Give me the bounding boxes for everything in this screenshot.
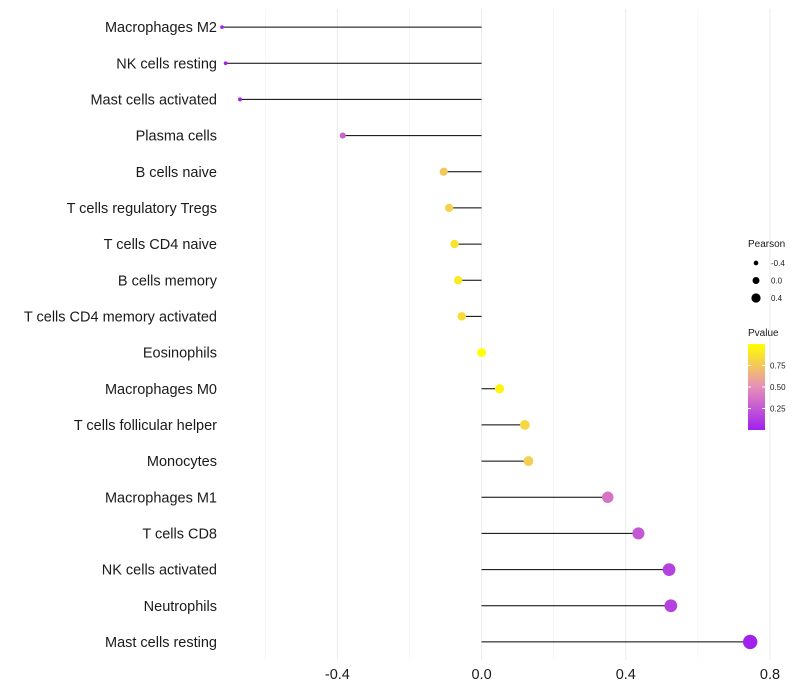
- x-tick-label: 0.4: [616, 667, 636, 683]
- lollipop-point: [453, 276, 463, 285]
- lollipop-point: [477, 348, 487, 358]
- lollipop-point: [742, 634, 758, 650]
- category-label: Macrophages M0: [105, 382, 217, 398]
- lollipop-point: [519, 420, 530, 430]
- category-label: Neutrophils: [144, 599, 217, 615]
- legend-size-title: Pearson: [748, 239, 785, 250]
- category-label: Macrophages M1: [105, 490, 217, 506]
- category-label: Plasma cells: [136, 129, 217, 145]
- x-tick-label: 0.8: [760, 667, 780, 683]
- category-label: Mast cells activated: [90, 92, 217, 108]
- category-label: Macrophages M2: [105, 20, 217, 36]
- category-label: Monocytes: [147, 454, 217, 470]
- category-label: NK cells resting: [116, 56, 217, 72]
- lollipop-point: [632, 527, 645, 540]
- legend-size-label: 0.4: [771, 294, 783, 303]
- legend-size-label: 0.0: [771, 277, 783, 286]
- x-tick-label: -0.4: [325, 667, 350, 683]
- legend-color-label: 0.75: [770, 362, 786, 371]
- category-label: Eosinophils: [143, 346, 217, 362]
- legend-size-key: [753, 260, 759, 266]
- lollipop-point: [457, 312, 467, 321]
- lollipop-point: [445, 203, 454, 213]
- lollipop-point: [602, 491, 614, 503]
- legend-color-label: 0.25: [770, 405, 786, 414]
- category-label: T cells regulatory Tregs: [67, 201, 217, 217]
- lollipop-point: [664, 599, 678, 613]
- lollipop-point: [450, 239, 459, 249]
- lollipop-point: [238, 97, 243, 102]
- legend-size-key: [751, 293, 761, 303]
- category-label: T cells CD4 memory activated: [24, 309, 217, 325]
- category-label: NK cells activated: [102, 563, 217, 579]
- category-label: T cells CD4 naive: [104, 237, 217, 253]
- legend-size-key: [752, 277, 760, 284]
- lollipop-point: [223, 61, 228, 66]
- lollipop-point: [494, 384, 505, 394]
- legend-color-title: Pvalue: [748, 328, 779, 339]
- lollipop-point: [662, 563, 676, 576]
- legend-colorbar: [748, 344, 765, 430]
- lollipop-point: [523, 456, 534, 467]
- lollipop-point: [339, 132, 346, 139]
- category-label: B cells memory: [118, 273, 218, 289]
- lollipop-point: [439, 167, 448, 176]
- category-label: B cells naive: [136, 165, 217, 181]
- legend-size-label: -0.4: [771, 259, 785, 268]
- lollipop-point: [220, 25, 224, 29]
- category-label: Mast cells resting: [105, 635, 217, 651]
- category-label: T cells CD8: [142, 526, 217, 542]
- legend-color-label: 0.50: [770, 383, 786, 392]
- x-tick-label: 0.0: [471, 667, 491, 683]
- category-label: T cells follicular helper: [74, 418, 217, 434]
